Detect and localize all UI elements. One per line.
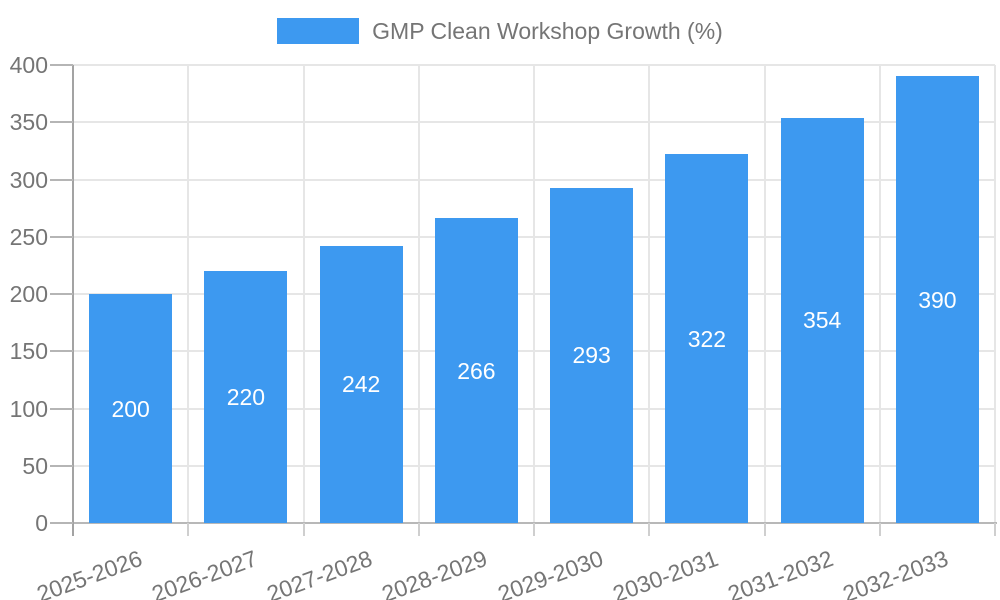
y-axis-tick — [50, 464, 73, 467]
x-axis-tick — [187, 523, 190, 536]
bar-value-label: 354 — [802, 307, 842, 334]
y-axis-tick — [50, 522, 73, 524]
bar[interactable] — [780, 117, 864, 523]
bar[interactable] — [550, 187, 634, 523]
bar-value-label: 242 — [341, 371, 381, 398]
y-tick-label: 400 — [9, 52, 48, 78]
bar[interactable] — [204, 271, 288, 523]
legend-swatch — [277, 18, 360, 44]
bar[interactable] — [89, 294, 173, 523]
bar-value-label: 266 — [457, 357, 496, 384]
bar[interactable] — [895, 76, 979, 523]
gridline-vertical — [648, 65, 651, 523]
y-tick-label: 150 — [9, 338, 48, 365]
gridline-vertical — [302, 65, 305, 523]
y-tick-label: 0 — [35, 510, 48, 536]
y-tick-label: 250 — [9, 223, 48, 250]
y-axis-tick — [50, 407, 73, 410]
x-axis-tick — [417, 523, 420, 536]
x-axis-tick — [302, 523, 305, 536]
bar-value-label: 200 — [111, 395, 150, 422]
bar-value-label: 322 — [687, 325, 727, 352]
y-axis-tick — [50, 178, 73, 181]
bar-value-label: 293 — [572, 342, 611, 369]
gridline-vertical — [187, 65, 190, 523]
bar-value-label: 390 — [918, 286, 957, 313]
x-axis-tick — [994, 523, 996, 536]
y-axis-tick — [50, 64, 73, 66]
x-axis-tick — [763, 523, 766, 536]
gridline-vertical — [878, 65, 881, 523]
gridline-vertical — [763, 65, 766, 523]
bar[interactable] — [665, 154, 749, 523]
y-axis-tick — [50, 121, 73, 124]
gridline-horizontal — [73, 64, 995, 66]
y-axis-tick — [50, 293, 73, 295]
x-axis-tick — [878, 523, 881, 536]
y-tick-label: 100 — [9, 395, 48, 422]
y-tick-label: 200 — [9, 281, 48, 307]
legend-label: GMP Clean Workshop Growth (%) — [372, 18, 723, 44]
y-tick-label: 350 — [9, 109, 48, 136]
y-axis-tick — [50, 350, 73, 353]
gridline-vertical — [417, 65, 420, 523]
bar[interactable] — [434, 218, 518, 523]
bar-value-label: 220 — [226, 384, 266, 411]
gridline-vertical — [994, 65, 996, 523]
x-axis-tick — [533, 523, 535, 536]
y-tick-label: 50 — [22, 452, 48, 479]
y-axis-line — [72, 65, 74, 536]
x-axis-tick — [648, 523, 651, 536]
y-tick-label: 300 — [9, 166, 48, 193]
chart-legend[interactable]: GMP Clean Workshop Growth (%) — [0, 18, 1000, 44]
gridline-vertical — [533, 65, 535, 523]
y-axis-tick — [50, 235, 73, 238]
bar[interactable] — [319, 245, 403, 523]
